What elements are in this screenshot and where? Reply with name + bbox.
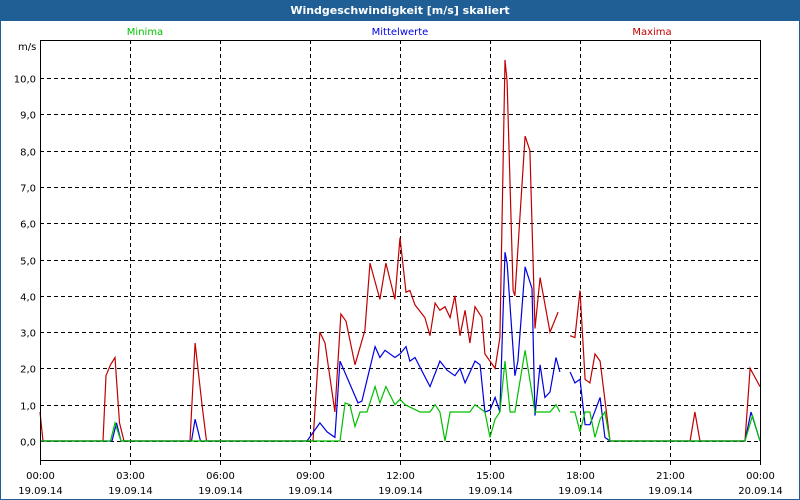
legend-mittelwerte: Mittelwerte (372, 27, 429, 38)
series-line-mittelwerte (569, 371, 761, 442)
plot-frame (40, 40, 761, 461)
series-line-minima (40, 350, 561, 442)
x-tick-time: 18:00 (566, 471, 595, 482)
x-tick-time: 03:00 (116, 471, 145, 482)
y-tick-label: 6,0 (20, 220, 36, 231)
legend-minima: Minima (127, 27, 163, 38)
x-tick-date: 20.09.14 (738, 486, 783, 497)
x-tick-date: 19.09.14 (198, 486, 243, 497)
y-tick-label: 4,0 (20, 293, 36, 304)
legend-maxima: Maxima (632, 27, 671, 38)
y-axis-label: m/s (18, 42, 36, 53)
x-tick-time: 12:00 (386, 471, 415, 482)
y-tick-label: 3,0 (20, 329, 36, 340)
x-tick-time: 15:00 (476, 471, 505, 482)
x-tick-time: 21:00 (656, 471, 685, 482)
x-tick-time: 00:00 (26, 471, 55, 482)
y-tick-label: 1,0 (20, 402, 36, 413)
y-tick-label: 7,0 (20, 184, 36, 195)
series-line-mittelwerte (40, 252, 561, 442)
y-tick-label: 10,0 (14, 75, 36, 86)
y-tick-label: 0,0 (20, 438, 36, 449)
x-tick-date: 19.09.14 (378, 486, 423, 497)
x-tick-date: 19.09.14 (558, 486, 603, 497)
x-tick-time: 06:00 (206, 471, 235, 482)
y-tick-label: 8,0 (20, 148, 36, 159)
series-line-maxima (569, 290, 761, 442)
series-line-maxima (39, 59, 559, 442)
x-tick-date: 19.09.14 (18, 486, 63, 497)
y-tick-label: 9,0 (20, 111, 36, 122)
x-tick-date: 19.09.14 (288, 486, 333, 497)
y-tick-label: 2,0 (20, 365, 36, 376)
x-tick-time: 09:00 (296, 471, 325, 482)
window-title: Windgeschwindigkeit [m/s] skaliert (1, 1, 799, 21)
y-tick-label: 5,0 (20, 257, 36, 268)
x-tick-date: 19.09.14 (108, 486, 153, 497)
x-tick-date: 19.09.14 (648, 486, 693, 497)
x-tick-time: 00:00 (746, 471, 775, 482)
x-tick-date: 19.09.14 (468, 486, 513, 497)
series-line-minima (570, 410, 761, 442)
